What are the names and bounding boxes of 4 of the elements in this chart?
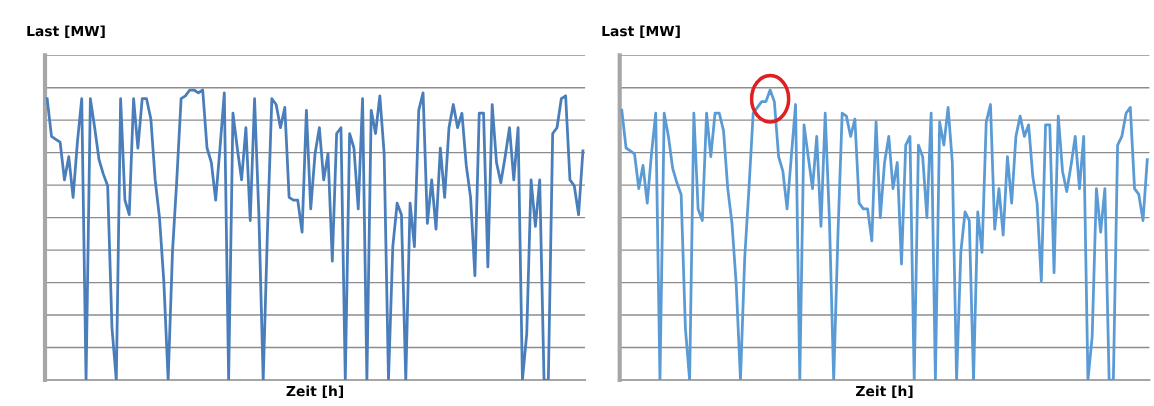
y-axis-title: Last [MW] — [602, 25, 680, 38]
x-axis-title: Zeit [h] — [286, 385, 343, 398]
y-axis-title: Last [MW] — [27, 25, 105, 38]
x-axis-title: Zeit [h] — [856, 385, 913, 398]
